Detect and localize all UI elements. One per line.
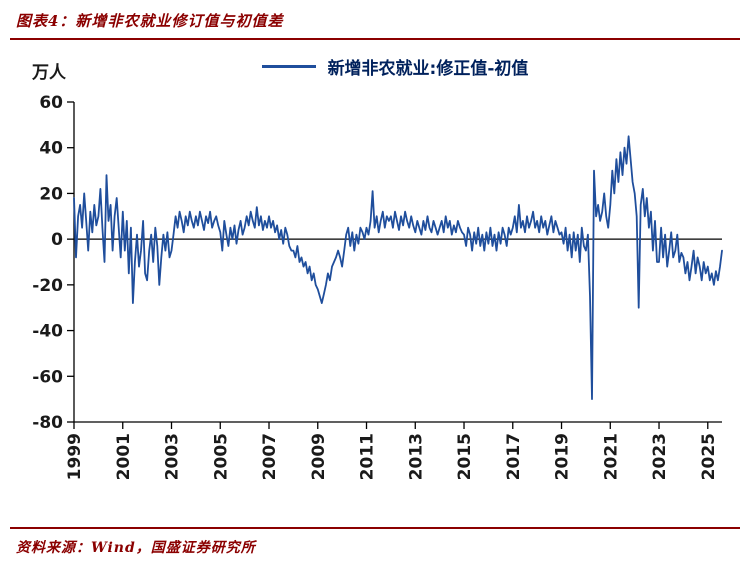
svg-text:1999: 1999 [65,433,85,480]
svg-text:-60: -60 [32,367,63,387]
svg-text:2007: 2007 [260,433,280,480]
chart-title: 图表4：新增非农就业修订值与初值差 [16,12,284,30]
svg-text:0: 0 [51,230,63,250]
legend-label: 新增非农就业:修正值-初值 [327,59,529,79]
svg-text:2023: 2023 [650,433,670,480]
svg-text:2019: 2019 [553,433,573,480]
source-text: 资料来源：Wind，国盛证券研究所 [16,540,256,556]
footer: 资料来源：Wind，国盛证券研究所 [0,527,750,569]
svg-text:2017: 2017 [504,433,524,480]
svg-text:-40: -40 [32,322,63,342]
header: 图表4：新增非农就业修订值与初值差 [0,0,750,31]
svg-text:2013: 2013 [406,433,426,480]
svg-text:-80: -80 [32,413,63,433]
legend-line-swatch [261,65,316,68]
svg-text:2015: 2015 [455,433,475,480]
svg-text:-20: -20 [32,276,63,296]
line-chart: -80 -60 -40 -20 0 20 40 60 1999 2001 2003 2005 2007 2… [32,93,723,480]
y-axis-unit-label: 万人 [32,63,66,83]
svg-text:2003: 2003 [163,433,183,480]
svg-text:60: 60 [39,93,63,113]
svg-text:40: 40 [39,139,63,159]
chart-area: 万人 新增非农就业:修正值-初值 -80 -60 -40 -20 0 20 40 60 1999… [0,54,750,490]
svg-text:2021: 2021 [601,433,621,480]
svg-text:2005: 2005 [211,433,231,480]
svg-text:2001: 2001 [114,433,134,480]
header-divider [10,38,740,40]
svg-text:2011: 2011 [358,433,378,480]
chart-legend: 新增非农就业:修正值-初值 [0,54,750,79]
unit-legend-row: 万人 新增非农就业:修正值-初值 [0,54,750,84]
svg-text:2009: 2009 [309,433,329,480]
footer-divider [10,527,740,529]
svg-text:20: 20 [39,184,63,204]
svg-text:2025: 2025 [699,433,719,480]
